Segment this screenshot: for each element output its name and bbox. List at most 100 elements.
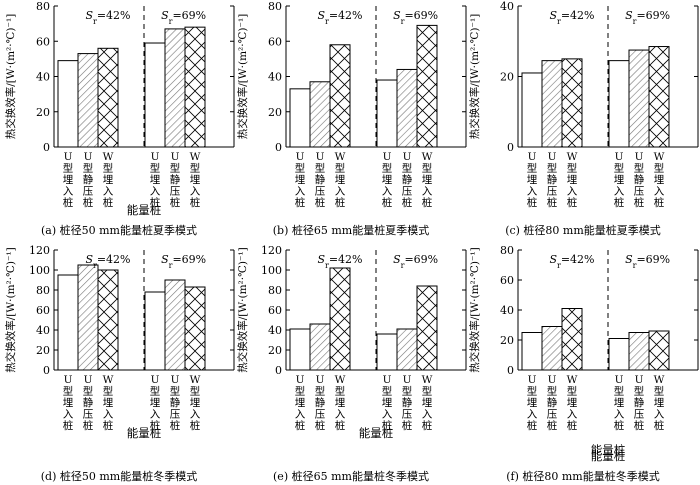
x-category-label-char: 桩 — [382, 419, 393, 432]
x-category-label-char: 桩 — [614, 419, 625, 432]
group-label-value: =69% — [636, 9, 670, 22]
x-category-label-char: 静 — [402, 173, 413, 186]
x-category-label-char: 埋 — [63, 174, 74, 186]
x-category-label-char: 型 — [614, 162, 625, 175]
group-label-value: =69% — [404, 9, 438, 22]
y-tick-label: 0 — [275, 141, 282, 154]
x-category-label-char: 埋 — [335, 397, 346, 409]
y-tick-label: 40 — [36, 71, 50, 84]
group-label-symbol: S — [549, 253, 557, 266]
bar-sr69-3 — [416, 285, 438, 371]
group-label: Sr=42% — [85, 9, 130, 26]
x-category-label-char: U — [316, 151, 325, 163]
x-category-label-char: 入 — [295, 409, 306, 421]
x-category-label-char: W — [190, 374, 201, 386]
group-label-symbol: S — [625, 9, 633, 22]
panel-caption: (b) 桩径65 mm能量桩夏季模式 — [273, 223, 429, 237]
x-category-label-char: 压 — [83, 186, 94, 198]
panel-caption: (f) 桩径80 mm能量桩冬季模式 — [506, 469, 660, 483]
y-axis-title: 热交换效率/[W·(m²·℃)⁻¹] — [236, 247, 249, 373]
bar-sr69-1 — [376, 333, 398, 371]
x-category-label-char: 桩 — [190, 419, 201, 432]
x-category-label-char: 型 — [634, 162, 645, 175]
x-category-label-char: 桩 — [422, 196, 433, 209]
y-tick-label: 120 — [29, 244, 50, 257]
group-label-symbol: S — [85, 9, 93, 22]
y-tick-label: 20 — [36, 106, 50, 119]
x-category-label-char: 型 — [422, 162, 433, 175]
y-axis-title: 热交换效率/[W·(m²·℃)⁻¹] — [468, 14, 481, 140]
x-category-label-char: 型 — [170, 385, 181, 398]
x-category-label-char: 桩 — [170, 419, 181, 432]
x-axis-title: 能量桩 — [591, 443, 626, 457]
x-category-label-char: 型 — [382, 385, 393, 398]
x-category-label-char: 压 — [83, 409, 94, 421]
group-label-subscript: r — [325, 17, 329, 26]
x-category-label-char: 桩 — [402, 196, 413, 209]
y-tick-label: 20 — [36, 344, 50, 357]
x-category-label-char: 型 — [103, 162, 114, 175]
x-category-label-char: 型 — [614, 385, 625, 398]
x-category-label-char: 埋 — [527, 397, 538, 409]
x-category-label-char: 埋 — [567, 397, 578, 409]
x-category-label-char: 桩 — [315, 196, 326, 209]
x-category-label-char: 静 — [83, 173, 94, 186]
x-category-label-char: 入 — [190, 409, 201, 421]
x-category-label-char: W — [567, 151, 578, 163]
x-category-label-char: 入 — [527, 409, 538, 421]
x-category-label-char: W — [335, 374, 346, 386]
y-tick-label: 40 — [268, 71, 282, 84]
bar-sr42-1 — [57, 274, 79, 371]
x-category-label-char: 压 — [170, 186, 181, 198]
bar-sr42-3 — [561, 308, 583, 371]
x-category-label-char: 桩 — [527, 196, 538, 209]
group-label-subscript: r — [401, 17, 405, 26]
x-category-label-char: 埋 — [654, 174, 665, 186]
x-category-label-char: 桩 — [402, 419, 413, 432]
x-category-label-char: 入 — [335, 186, 346, 198]
x-category-label-char: 桩 — [382, 196, 393, 209]
x-category-label-char: 入 — [567, 409, 578, 421]
x-category-label-char: 桩 — [150, 196, 161, 209]
y-tick-label: 20 — [500, 334, 514, 347]
x-category-label-char: 桩 — [547, 419, 558, 432]
bar-sr42-1 — [57, 60, 79, 148]
x-category-label-char: 入 — [382, 186, 393, 198]
x-category-label-char: U — [151, 374, 160, 386]
group-label: Sr=42% — [317, 9, 362, 26]
y-tick-label: 0 — [43, 364, 50, 377]
y-tick-label: 80 — [268, 0, 282, 13]
group-label-value: =42% — [97, 9, 131, 22]
x-category-label-char: U — [403, 151, 412, 163]
x-category-label-char: 桩 — [170, 196, 181, 209]
x-category-label-char: W — [103, 374, 114, 386]
x-category-label-char: U — [403, 374, 412, 386]
group-label-symbol: S — [393, 253, 401, 266]
x-category-label-char: 压 — [547, 409, 558, 421]
bar-sr42-2 — [309, 323, 331, 371]
bar-sr69-3 — [184, 286, 206, 371]
group-label-symbol: S — [317, 253, 325, 266]
x-category-label-char: 桩 — [567, 196, 578, 209]
y-tick-label: 60 — [268, 35, 282, 48]
bar-sr42-2 — [77, 264, 99, 371]
group-label-subscript: r — [401, 261, 405, 270]
bar-sr42-3 — [561, 58, 583, 148]
bar-sr42-1 — [521, 332, 543, 371]
x-category-label-char: 桩 — [634, 196, 645, 209]
x-category-label-char: W — [567, 374, 578, 386]
x-category-label-char: 型 — [335, 162, 346, 175]
y-tick-label: 80 — [36, 284, 50, 297]
x-category-label-char: 入 — [103, 186, 114, 198]
x-category-label-char: 型 — [335, 385, 346, 398]
x-category-label-char: 桩 — [422, 419, 433, 432]
x-category-label-char: 埋 — [295, 174, 306, 186]
x-category-label-char: 桩 — [63, 419, 74, 432]
y-tick-label: 60 — [500, 274, 514, 287]
panel-caption: (d) 桩径50 mm能量桩冬季模式 — [41, 469, 197, 483]
x-category-label-char: 桩 — [295, 419, 306, 432]
x-category-label-char: 型 — [63, 385, 74, 398]
bar-sr69-2 — [628, 332, 650, 371]
x-category-label-char: 型 — [190, 162, 201, 175]
